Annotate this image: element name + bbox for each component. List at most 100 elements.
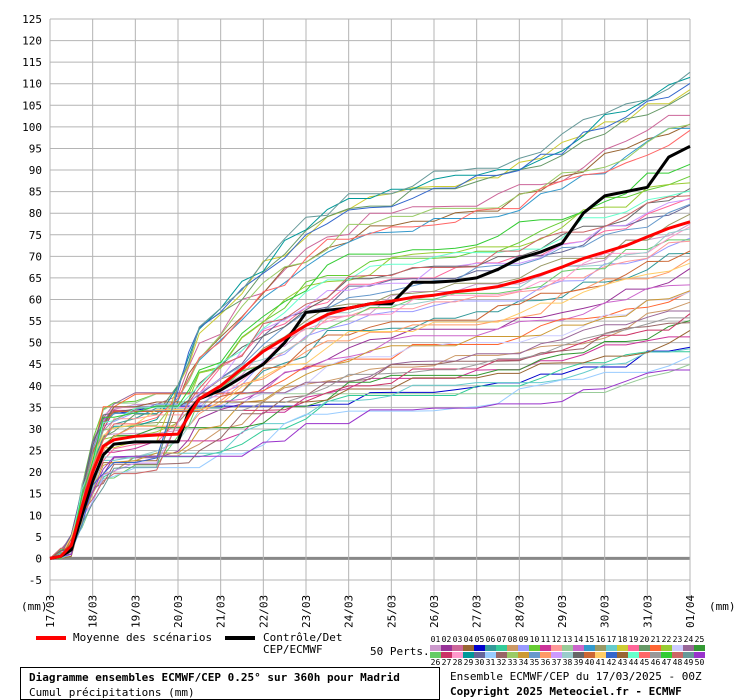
member-swatch: [441, 645, 452, 651]
y-tick-label: 40: [29, 380, 42, 393]
member-line: [49, 198, 691, 559]
member-swatch: [617, 652, 628, 658]
member-number: 37: [551, 658, 562, 667]
member-swatch: [551, 645, 562, 651]
member-swatch: [606, 645, 617, 651]
mean-legend-label: Moyenne des scénarios: [73, 631, 213, 644]
member-swatch: [683, 652, 694, 658]
member-line: [50, 240, 691, 559]
y-tick-label: 120: [22, 35, 42, 48]
member-swatch: [595, 652, 606, 658]
member-number: 18: [617, 635, 628, 644]
member-line: [49, 322, 691, 559]
mean-line: [49, 220, 691, 560]
member-line: [50, 92, 691, 559]
member-swatch: [573, 652, 584, 658]
member-line: [49, 226, 691, 559]
member-line: [49, 197, 691, 559]
ensemble-chart: -5 0 5 10 15 20 25 30 35 40 45 50 55 60 65 70 75 80 85 90 95…: [0, 0, 740, 640]
y-unit-right: (mm): [709, 600, 736, 613]
chart-subtitle: Cumul précipitations (mm): [29, 686, 195, 699]
member-number: 02: [441, 635, 452, 644]
y-tick-label: 0: [35, 552, 42, 565]
member-line: [49, 329, 691, 559]
member-number: 03: [452, 635, 463, 644]
member-number: 30: [474, 658, 485, 667]
control-line: [49, 144, 691, 560]
member-line: [50, 317, 690, 559]
member-number: 26: [430, 658, 441, 667]
control-legend-swatch: [225, 636, 255, 640]
member-swatch: [694, 645, 705, 651]
y-tick-label: 90: [29, 164, 42, 177]
member-swatch: [650, 652, 661, 658]
member-line: [50, 163, 691, 559]
member-number: 48: [672, 658, 683, 667]
y-tick-label: 110: [22, 78, 42, 91]
member-number: 35: [529, 658, 540, 667]
run-info: Ensemble ECMWF/CEP du 17/03/2025 - 00Z: [450, 670, 702, 683]
member-swatch: [540, 645, 551, 651]
member-swatch: [430, 645, 441, 651]
copyright: Copyright 2025 Meteociel.fr - ECMWF: [450, 685, 682, 698]
member-line: [49, 369, 690, 559]
member-swatch: [661, 652, 672, 658]
member-swatch: [485, 652, 496, 658]
member-swatch: [639, 645, 650, 651]
y-tick-label: 70: [29, 250, 42, 263]
x-tick-label: 25/03: [385, 595, 398, 628]
y-axis-ticks: -5 0 5 10 15 20 25 30 35 40 45 50 55 60 65 70 75 80 85 90 95…: [22, 13, 42, 587]
x-tick-label: 28/03: [513, 595, 526, 628]
y-tick-label: 80: [29, 207, 42, 220]
y-tick-label: 125: [22, 13, 42, 26]
member-number: 29: [463, 658, 474, 667]
member-number: 44: [628, 658, 639, 667]
member-swatch: [595, 645, 606, 651]
member-swatch: [573, 645, 584, 651]
member-swatch: [551, 652, 562, 658]
member-number: 47: [661, 658, 672, 667]
member-swatch: [463, 645, 474, 651]
member-swatch: [672, 652, 683, 658]
perts-legend-label: 50 Perts.: [370, 645, 430, 658]
member-swatch: [584, 652, 595, 658]
member-swatch: [507, 645, 518, 651]
member-swatch: [507, 652, 518, 658]
member-swatch: [584, 645, 595, 651]
y-tick-label: 50: [29, 337, 42, 350]
x-tick-label: 20/03: [172, 595, 185, 628]
member-number: 24: [683, 635, 694, 644]
member-number: 16: [595, 635, 606, 644]
y-tick-label: -5: [29, 574, 42, 587]
member-line: [49, 355, 691, 559]
member-number: 31: [485, 658, 496, 667]
member-swatch: [694, 652, 705, 658]
member-swatch: [540, 652, 551, 658]
y-tick-label: 115: [22, 56, 42, 69]
chart-title: Diagramme ensembles ECMWF/CEP 0.25° sur …: [29, 671, 400, 684]
member-swatch: [562, 645, 573, 651]
member-number: 28: [452, 658, 463, 667]
x-axis-ticks: 17/03 18/03 19/03 20/03 21/03 22/03 23/03 24/03…: [44, 595, 697, 628]
member-swatch: [661, 645, 672, 651]
chart-background: [0, 0, 740, 640]
member-swatch: [518, 652, 529, 658]
member-line: [49, 262, 691, 559]
member-number: 36: [540, 658, 551, 667]
member-number: 09: [518, 635, 529, 644]
y-tick-label: 35: [29, 401, 42, 414]
member-swatch: [474, 645, 485, 651]
member-swatch: [485, 645, 496, 651]
member-swatch: [474, 652, 485, 658]
title-box: Diagramme ensembles ECMWF/CEP 0.25° sur …: [20, 667, 440, 700]
member-line: [49, 239, 690, 559]
member-swatch: [430, 652, 441, 658]
member-number: 50: [694, 658, 705, 667]
member-number: 23: [672, 635, 683, 644]
y-tick-label: 55: [29, 315, 42, 328]
main-lines: [49, 144, 691, 560]
y-tick-label: 5: [35, 531, 42, 544]
y-tick-label: 25: [29, 445, 42, 458]
member-number: 10: [529, 635, 540, 644]
member-swatch: [452, 652, 463, 658]
